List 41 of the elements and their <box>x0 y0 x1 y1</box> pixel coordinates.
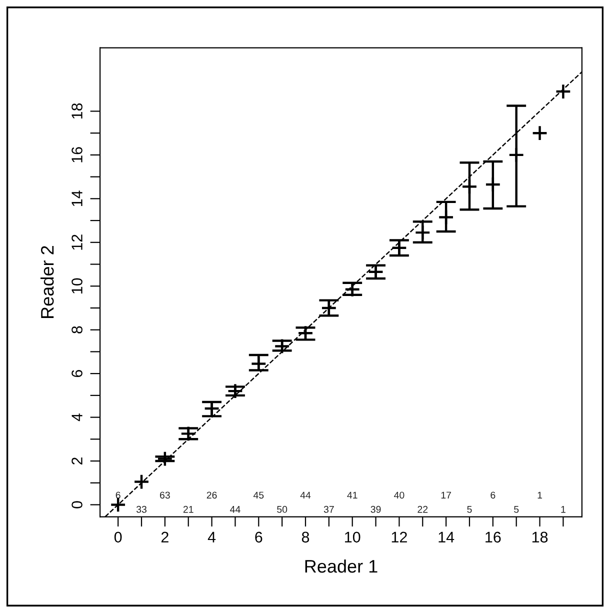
annotation: 33 <box>136 506 146 513</box>
annotation: 37 <box>324 506 334 513</box>
annotation: 6 <box>490 492 496 499</box>
x-tick-label: 16 <box>486 532 501 543</box>
annotation: 50 <box>277 506 288 513</box>
x-axis-title: Reader 1 <box>305 559 378 573</box>
annotation: 41 <box>347 492 358 499</box>
x-tick-label: 6 <box>255 532 262 543</box>
y-tick-label: 2 <box>72 458 82 464</box>
y-tick-label: 12 <box>72 234 82 250</box>
annotation: 1 <box>561 506 566 513</box>
y-tick-label: 0 <box>72 501 82 508</box>
y-tick-label: 14 <box>72 190 82 206</box>
y-tick-label: 6 <box>72 370 82 378</box>
annotation: 26 <box>206 492 217 499</box>
annotation: 44 <box>300 492 311 499</box>
x-tick-label: 2 <box>161 532 168 542</box>
x-tick-label: 4 <box>208 532 216 542</box>
y-tick-label: 8 <box>72 326 82 334</box>
y-tick-label: 16 <box>72 147 82 162</box>
x-tick-label: 8 <box>302 532 310 543</box>
annotation: 21 <box>183 506 194 513</box>
annotation: 5 <box>514 506 519 513</box>
x-tick-label: 10 <box>345 532 360 543</box>
x-tick-label: 18 <box>532 532 548 543</box>
y-tick-label: 10 <box>72 278 82 294</box>
y-tick-label: 18 <box>72 103 82 119</box>
annotation: 22 <box>418 506 428 513</box>
annotation: 1 <box>538 492 542 499</box>
x-tick-label: 12 <box>392 532 407 542</box>
annotation: 40 <box>394 492 404 499</box>
x-tick-label: 14 <box>438 532 454 542</box>
x-tick-label: 0 <box>114 532 122 543</box>
annotation: 5 <box>467 506 472 513</box>
annotation: 44 <box>230 506 240 513</box>
annotation: 45 <box>253 492 264 499</box>
annotation: 63 <box>160 492 170 499</box>
annotation: 39 <box>370 506 381 513</box>
y-axis-title: Reader 2 <box>40 246 54 318</box>
annotation: 17 <box>441 492 451 499</box>
y-tick-label: 4 <box>72 413 82 422</box>
